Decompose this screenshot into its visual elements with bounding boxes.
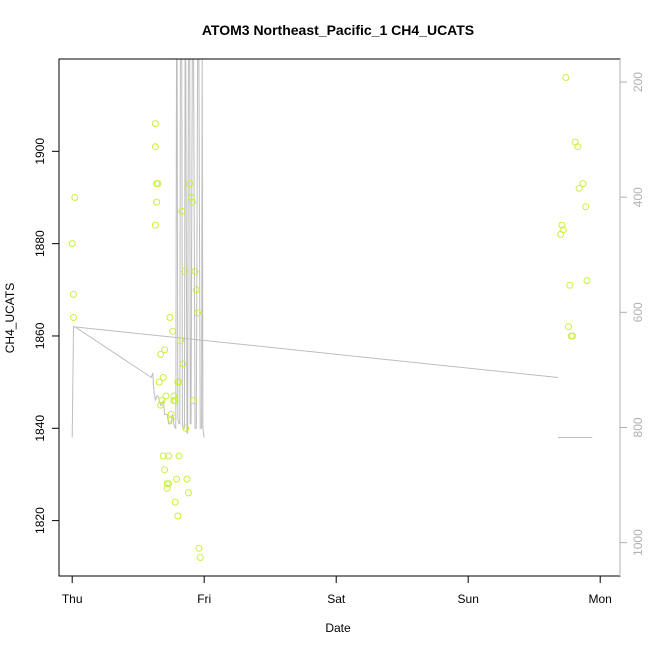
data-point [157,401,165,409]
data-point [158,397,166,405]
x-tick-label: Mon [589,592,612,606]
data-point [70,314,77,321]
data-point [167,415,175,423]
data-point [161,466,169,474]
data-point [163,484,171,492]
y-tick-label: 1840 [33,415,47,442]
y2-tick-label: 200 [631,72,645,92]
plot-area: Thu Fri Sat Sun Mon 1820 1840 1860 1880 1900 200 40… [33,58,645,606]
data-point [196,554,204,561]
data-point [153,198,161,206]
data-point [559,226,567,234]
data-point [170,392,178,400]
data-point [566,281,574,289]
data-point [165,452,173,460]
data-point [157,350,165,358]
data-point [194,309,202,317]
data-point [575,184,583,192]
data-point [182,424,190,432]
data-point [176,337,184,345]
data-point [154,180,162,188]
y-tick-label: 1860 [33,322,47,349]
plot-frame [58,58,621,577]
data-point [167,410,175,418]
y2-tick-label: 1000 [631,529,645,556]
data-point [184,489,192,497]
data-point [70,290,77,298]
data-point [151,143,159,151]
y2-tick-label: 600 [631,302,645,322]
x-tick-label: Sat [327,592,346,606]
data-point [579,180,587,188]
y2-tick-label: 800 [631,417,645,437]
data-point [191,267,199,275]
data-point [173,475,180,483]
data-point [71,194,79,201]
data-point [582,203,590,211]
data-point [175,452,183,460]
data-point [195,544,203,552]
x-tick-label: Fri [197,592,211,606]
data-point [166,314,174,321]
data-point [190,397,198,405]
data-point [155,378,163,386]
data-point [574,143,582,151]
x-tick-label: Thu [62,592,83,606]
data-point [151,120,159,128]
data-point [174,512,182,520]
data-point [565,323,572,331]
y-tick-label: 1820 [33,507,47,534]
y-tick-label: 1900 [33,138,47,165]
data-point [162,392,170,400]
x-tick-label: Sun [458,592,479,606]
data-point [569,332,576,340]
data-point [180,267,188,275]
data-point [159,374,167,381]
y-tick-label: 1880 [33,230,47,257]
chart-title: ATOM3 Northeast_Pacific_1 CH4_UCATS [202,22,474,38]
series-line-1 [71,59,205,438]
data-point [161,346,169,354]
y2-tick-label: 400 [631,187,645,207]
data-point [171,397,179,405]
data-point [192,286,200,294]
y-axis-label: CH4_UCATS [3,283,17,353]
data-point [562,74,570,81]
data-point [159,452,167,460]
data-point [183,475,191,483]
data-point [171,498,179,506]
data-point [187,194,195,201]
series-line-connector [73,326,559,379]
data-point [175,378,183,386]
data-point [178,207,186,215]
data-point [151,221,159,229]
data-point [165,480,173,488]
data-point [188,198,196,206]
data-point [169,327,176,335]
x-axis-label: Date [325,621,351,635]
data-point [583,277,591,285]
data-point [179,360,187,368]
data-point [186,180,194,188]
data-point [558,221,566,229]
data-point [68,240,76,248]
